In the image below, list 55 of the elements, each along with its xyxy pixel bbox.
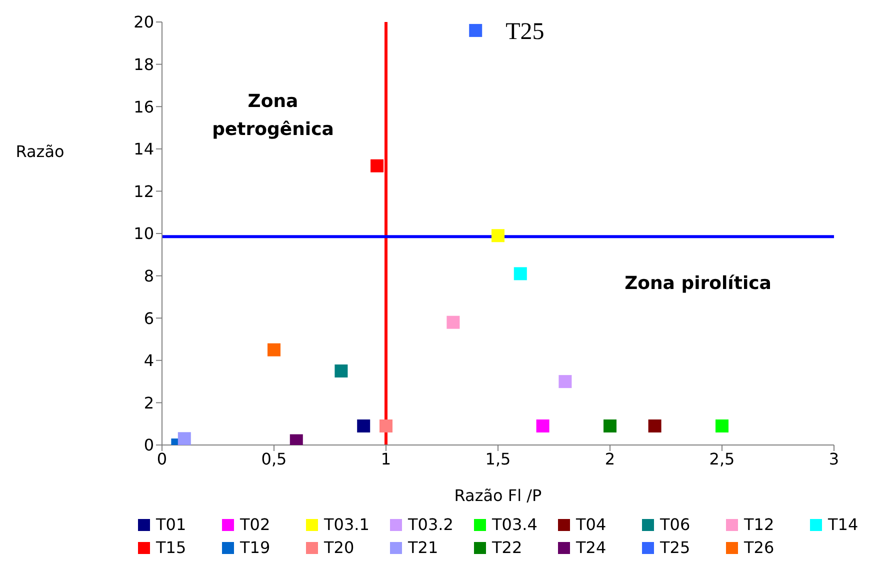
legend-label: T02 — [239, 515, 272, 534]
y-tick-label: 10 — [134, 224, 154, 244]
y-tick-label: 14 — [134, 140, 154, 159]
legend-label: T26 — [743, 538, 776, 557]
point — [648, 419, 662, 432]
point — [492, 229, 504, 242]
y-tick-label: 12 — [134, 182, 154, 201]
y-tick-label: 0 — [144, 436, 154, 455]
point — [604, 419, 616, 432]
point — [716, 419, 728, 432]
annotation: Zona pirolítica — [624, 272, 772, 296]
x-tick-label: 1 — [380, 449, 392, 468]
legend-label: T04 — [575, 515, 608, 534]
point — [334, 364, 348, 378]
legend-label: T03.4 — [491, 515, 538, 534]
legend-label: T24 — [575, 538, 608, 557]
x-tick-label: 2 — [604, 449, 616, 468]
point — [536, 419, 550, 432]
y-tick-label: 4 — [144, 351, 154, 370]
point — [380, 419, 392, 432]
x-tick-label: 3 — [828, 449, 840, 468]
point — [370, 159, 384, 172]
y-tick-label: 18 — [134, 54, 154, 74]
y-tick-label: 2 — [144, 393, 154, 412]
annotation: T25 — [506, 18, 544, 45]
x-axis-title: Razão Fl /P — [454, 486, 542, 505]
legend-label: T21 — [407, 538, 440, 557]
legend-label: T06 — [659, 515, 692, 534]
legend-label: T15 — [155, 538, 188, 557]
y-axis-title: Razão — [16, 142, 64, 161]
y-tick-label: 20 — [134, 12, 154, 32]
y-tick-label: 6 — [144, 308, 154, 328]
point — [357, 419, 370, 432]
point — [514, 267, 527, 280]
legend-label: T25 — [659, 538, 692, 557]
x-tick-label: 2,5 — [709, 449, 735, 468]
annotation: Zona petrogênica — [211, 90, 335, 142]
legend-label: T14 — [827, 515, 860, 534]
point — [558, 375, 572, 388]
legend-label: T19 — [239, 538, 272, 557]
x-tick-label: 0 — [156, 449, 168, 468]
point — [469, 24, 482, 37]
legend-label: T03.2 — [407, 515, 454, 534]
legend-label: T22 — [491, 538, 524, 557]
legend-label: T01 — [155, 515, 188, 534]
y-tick-label: 8 — [144, 266, 154, 286]
x-tick-label: 1,5 — [485, 449, 511, 468]
y-tick-label: 16 — [134, 97, 154, 116]
point — [268, 343, 280, 356]
legend-label: T20 — [323, 538, 356, 557]
point — [178, 432, 191, 445]
point — [446, 316, 460, 329]
x-tick-label: 0,5 — [261, 449, 287, 468]
legend-label: T03.1 — [323, 515, 370, 534]
legend-label: T12 — [743, 515, 776, 534]
